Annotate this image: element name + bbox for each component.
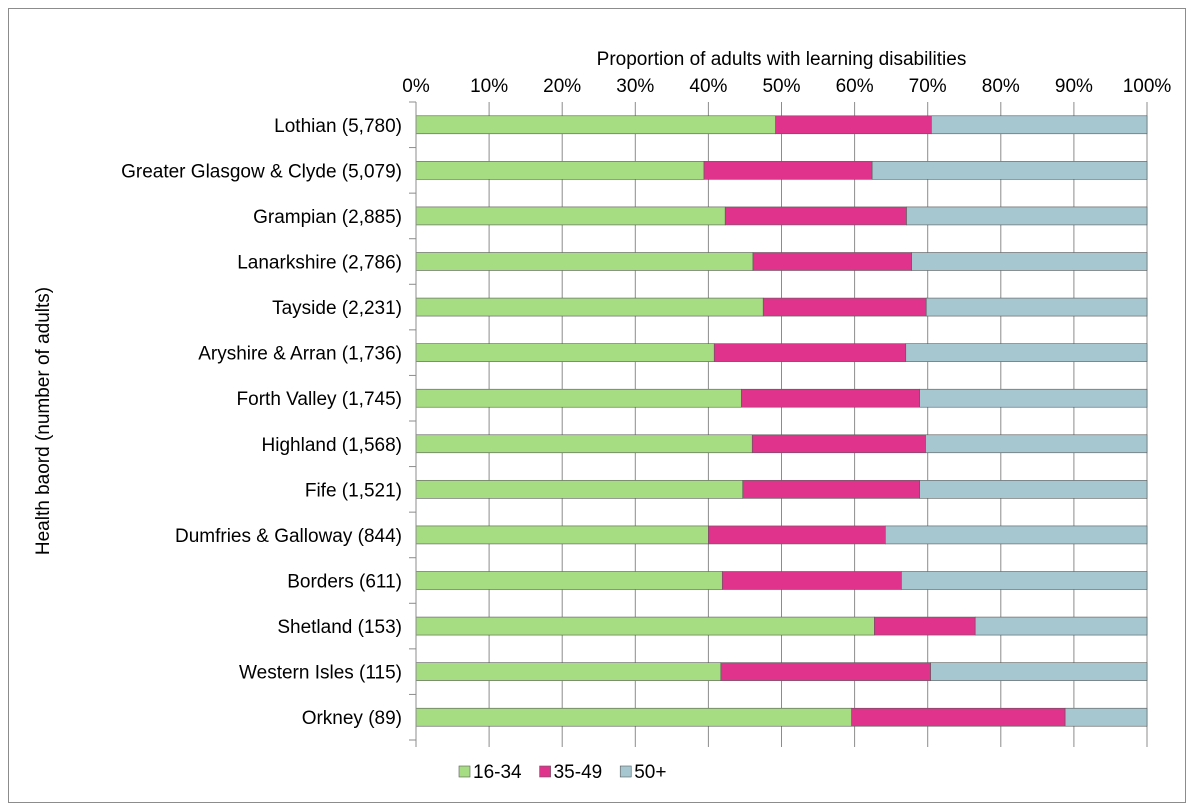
chart-frame: 0% 10% 20% 30% 40% 50% 60% 70% 80% 90% 100% Lothia… xyxy=(8,8,1186,803)
bar-segment-16-34 xyxy=(415,434,753,454)
bar-segment-50+ xyxy=(919,480,1148,499)
bar-segment-50+ xyxy=(930,662,1148,681)
category-label: Greater Glasgow & Clyde (5,079) xyxy=(121,161,402,182)
bar-segment-50+ xyxy=(905,343,1148,362)
category-label: Dumfries & Galloway (844) xyxy=(175,526,402,547)
x-tick-label: 0% xyxy=(402,76,430,97)
bar-segment-35-49 xyxy=(742,480,920,499)
bar-segment-35-49 xyxy=(713,343,907,362)
bar-segment-16-34 xyxy=(415,571,723,590)
bars xyxy=(415,115,1148,727)
bar-segment-16-34 xyxy=(415,480,744,499)
category-label: Lothian (5,780) xyxy=(274,116,402,137)
bar-segment-50+ xyxy=(1064,707,1148,727)
x-tick-labels: 0% 10% 20% 30% 40% 50% 60% 70% 80% 90% 100% xyxy=(402,76,1171,97)
bar-segment-35-49 xyxy=(874,616,976,636)
bar-segment-50+ xyxy=(925,297,1148,317)
category-label: Borders (611) xyxy=(287,572,402,593)
legend-swatch-35-49 xyxy=(539,765,551,778)
bar-segment-16-34 xyxy=(415,161,705,180)
bar-segment-35-49 xyxy=(762,297,927,317)
bar-segment-50+ xyxy=(911,252,1148,271)
bar-segment-16-34 xyxy=(415,297,764,317)
stacked-bar-chart: 0% 10% 20% 30% 40% 50% 60% 70% 80% 90% 100% Lothia… xyxy=(33,49,1171,783)
bar-segment-35-49 xyxy=(775,115,932,135)
legend: 16-34 35-49 50+ xyxy=(458,762,666,783)
x-tick-label: 30% xyxy=(616,76,654,97)
category-label: Tayside (2,231) xyxy=(272,298,402,319)
bar-segment-35-49 xyxy=(851,707,1066,727)
bar-segment-16-34 xyxy=(415,616,875,636)
category-label: Western Isles (115) xyxy=(239,663,402,684)
x-tick-label: 100% xyxy=(1123,76,1172,97)
category-label: Aryshire & Arran (1,736) xyxy=(198,344,402,365)
legend-label-35-49: 35-49 xyxy=(554,762,603,783)
category-label: Shetland (153) xyxy=(277,617,402,638)
bar-segment-35-49 xyxy=(703,161,873,180)
bar-segment-50+ xyxy=(919,388,1148,408)
bar-segment-35-49 xyxy=(724,206,907,226)
bar-segment-50+ xyxy=(931,115,1148,135)
bar-segment-16-34 xyxy=(415,206,726,226)
bar-segment-50+ xyxy=(925,434,1148,454)
category-label: Highland (1,568) xyxy=(262,435,402,456)
bar-segment-16-34 xyxy=(415,343,715,362)
x-axis-title: Proportion of adults with learning disab… xyxy=(597,49,967,70)
x-tick-label: 50% xyxy=(762,76,800,97)
gridlines xyxy=(415,102,1148,747)
category-label: Forth Valley (1,745) xyxy=(237,389,402,410)
x-tick-label: 80% xyxy=(982,76,1020,97)
x-tick-label: 40% xyxy=(689,76,727,97)
axes xyxy=(409,101,417,741)
bar-segment-50+ xyxy=(901,571,1148,590)
x-tick-label: 60% xyxy=(836,76,874,97)
bar-segment-35-49 xyxy=(720,662,931,681)
category-label: Orkney (89) xyxy=(302,708,402,729)
legend-swatch-50+ xyxy=(619,765,632,778)
category-label: Grampian (2,885) xyxy=(253,207,402,228)
bar-segment-50+ xyxy=(974,616,1148,636)
bar-segment-35-49 xyxy=(721,571,902,590)
bar-segment-16-34 xyxy=(415,662,722,681)
bar-segment-50+ xyxy=(871,161,1148,180)
bar-segment-50+ xyxy=(906,206,1148,226)
bar-segment-35-49 xyxy=(708,525,886,545)
bar-segment-50+ xyxy=(885,525,1148,545)
x-tick-label: 90% xyxy=(1055,76,1093,97)
legend-swatch-16-34 xyxy=(458,765,471,778)
category-labels: Lothian (5,780) Greater Glasgow & Clyde (… xyxy=(121,116,402,729)
x-tick-label: 20% xyxy=(543,76,581,97)
bar-segment-16-34 xyxy=(415,388,742,408)
bar-segment-35-49 xyxy=(752,252,912,271)
category-label: Lanarkshire (2,786) xyxy=(237,253,402,274)
bar-segment-16-34 xyxy=(415,115,776,135)
x-tick-label: 70% xyxy=(909,76,947,97)
y-axis-title: Health baord (number of adults) xyxy=(33,287,54,555)
bar-segment-35-49 xyxy=(740,388,920,408)
category-label: Fife (1,521) xyxy=(305,480,402,501)
legend-label-50+: 50+ xyxy=(634,762,666,783)
bar-segment-35-49 xyxy=(751,434,926,454)
legend-label-16-34: 16-34 xyxy=(473,762,522,783)
bar-segment-16-34 xyxy=(415,707,852,727)
x-tick-label: 10% xyxy=(470,76,508,97)
bar-segment-16-34 xyxy=(415,525,709,545)
bar-segment-16-34 xyxy=(415,252,754,271)
